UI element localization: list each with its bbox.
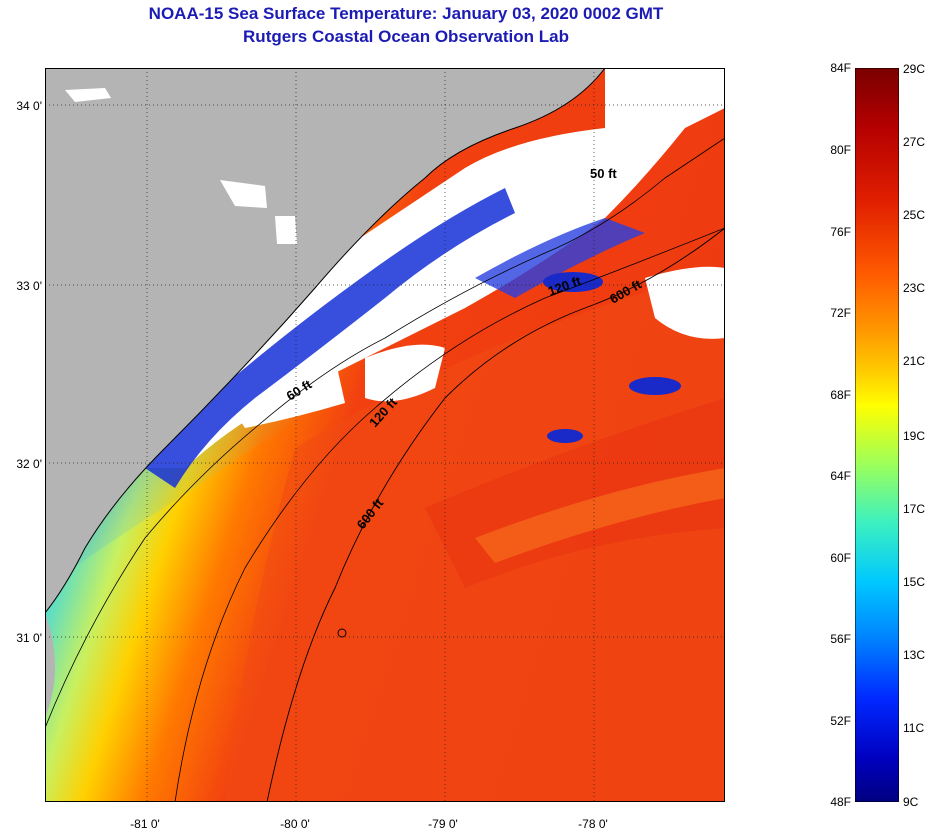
cb-f-80: 80F [830, 143, 851, 157]
map-frame [45, 68, 725, 802]
cold-eddy [629, 377, 681, 395]
cold-eddy [543, 272, 603, 292]
lon-label-81: -81 0' [130, 817, 160, 831]
cb-f-64: 64F [830, 469, 851, 483]
contour-120ft [174, 227, 725, 802]
contour-label-50ft: 50 ft [590, 166, 617, 181]
warm-eddy-band [425, 398, 725, 588]
cold-water-fringe [475, 218, 645, 298]
cb-f-52: 52F [830, 714, 851, 728]
cb-c-25: 25C [903, 208, 926, 222]
lon-label-80: -80 0' [280, 817, 310, 831]
cold-water-fringe [145, 188, 515, 488]
cb-f-72: 72F [830, 306, 851, 320]
map-subtitle: Rutgers Coastal Ocean Observation Lab [243, 27, 569, 46]
lat-label-34: 34 0' [16, 99, 42, 113]
lon-label-78: -78 0' [578, 817, 608, 831]
lat-label-32: 32 0' [16, 457, 42, 471]
cold-eddy [547, 429, 583, 443]
cb-f-48: 48F [830, 795, 851, 809]
cb-c-11: 11C [903, 721, 925, 735]
lon-label-79: -79 0' [428, 817, 458, 831]
land-area [45, 613, 55, 718]
cb-f-56: 56F [830, 632, 851, 646]
sst-map: 50 ft 60 ft 120 ft 120 ft 600 ft 600 ft [45, 68, 725, 802]
map-title: NOAA-15 Sea Surface Temperature: January… [148, 4, 664, 23]
temperature-colorbar [855, 68, 899, 802]
lat-label-31: 31 0' [16, 631, 42, 645]
cb-f-76: 76F [830, 225, 851, 239]
no-data-patch [365, 344, 445, 402]
cb-c-21: 21C [903, 354, 926, 368]
cb-f-60: 60F [830, 551, 851, 565]
inland-lake [220, 180, 267, 208]
warm-filament [475, 468, 725, 563]
inland-lake [275, 216, 297, 244]
cb-c-19: 19C [903, 429, 926, 443]
colorbar-gradient [855, 68, 899, 802]
no-data-patch [225, 358, 345, 428]
cb-f-68: 68F [830, 388, 851, 402]
graticule [45, 68, 725, 802]
cb-c-27: 27C [903, 135, 926, 149]
cb-c-29: 29C [903, 62, 926, 76]
station-marker [337, 628, 347, 638]
cb-c-17: 17C [903, 502, 926, 516]
contour-50ft [45, 137, 725, 729]
coastline [45, 68, 606, 614]
contour-600ft [266, 227, 725, 802]
land-area [45, 68, 605, 613]
lat-label-33: 33 0' [16, 279, 42, 293]
cb-c-13: 13C [903, 648, 926, 662]
land-no-data [605, 68, 725, 132]
cb-f-84: 84F [830, 61, 851, 75]
cb-c-15: 15C [903, 575, 926, 589]
inland-lake [65, 88, 111, 102]
cb-c-9: 9C [903, 795, 919, 809]
cb-c-23: 23C [903, 281, 926, 295]
